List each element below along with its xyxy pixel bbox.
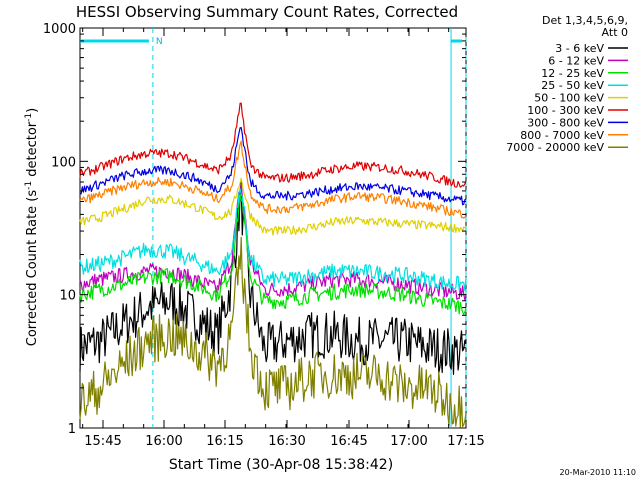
- legend-label: 25 - 50 keV: [541, 79, 604, 92]
- legend-label: 800 - 7000 keV: [520, 129, 604, 142]
- y-axis-label: Corrected Count Rate (s-1 detector-1): [24, 108, 40, 346]
- legend-header: Att 0: [602, 26, 628, 39]
- x-tick-label: 16:15: [206, 434, 243, 449]
- series-line-2: [79, 184, 467, 301]
- x-tick-label: 16:30: [268, 434, 305, 449]
- footer-timestamp: 20-Mar-2010 11:10: [560, 468, 637, 477]
- x-tick-label: 16:45: [330, 434, 367, 449]
- series-line-1: [79, 181, 467, 375]
- y-tick-label: 1000: [43, 22, 76, 37]
- series-line-5: [79, 177, 467, 236]
- plot-area: N 1 10 100 1000 15:45 16:00 16:15 16:30 16:45 17:0…: [43, 22, 485, 449]
- series-line-7: [79, 127, 467, 206]
- x-tick-label: 17:00: [390, 434, 427, 449]
- legend-label: 50 - 100 keV: [534, 92, 604, 105]
- y-tick-label: 10: [59, 289, 76, 304]
- legend-label: 7000 - 20000 keV: [506, 141, 604, 154]
- y-tick-label: 100: [51, 155, 76, 170]
- legend-label: 3 - 6 keV: [555, 42, 604, 55]
- legend-label: 6 - 12 keV: [548, 54, 604, 67]
- y-tick-label: 1: [68, 422, 76, 437]
- series-line-9: [79, 236, 467, 428]
- x-tick-label: 17:15: [447, 434, 484, 449]
- series-line-3: [79, 194, 467, 316]
- series-line-6: [79, 102, 467, 188]
- series-line-8: [79, 140, 467, 219]
- series-line-4: [79, 188, 467, 292]
- x-axis-label: Start Time (30-Apr-08 15:38:42): [169, 457, 393, 473]
- x-tick-label: 16:00: [145, 434, 182, 449]
- x-tick-label: 15:45: [84, 434, 121, 449]
- legend-header: Det 1,3,4,5,6,9,: [542, 14, 628, 27]
- legend-label: 12 - 25 keV: [541, 67, 604, 80]
- legend-label: 100 - 300 keV: [527, 104, 604, 117]
- chart-title: HESSI Observing Summary Count Rates, Cor…: [76, 3, 458, 21]
- legend-label: 300 - 800 keV: [527, 116, 604, 129]
- night-marker-label: N: [156, 37, 163, 47]
